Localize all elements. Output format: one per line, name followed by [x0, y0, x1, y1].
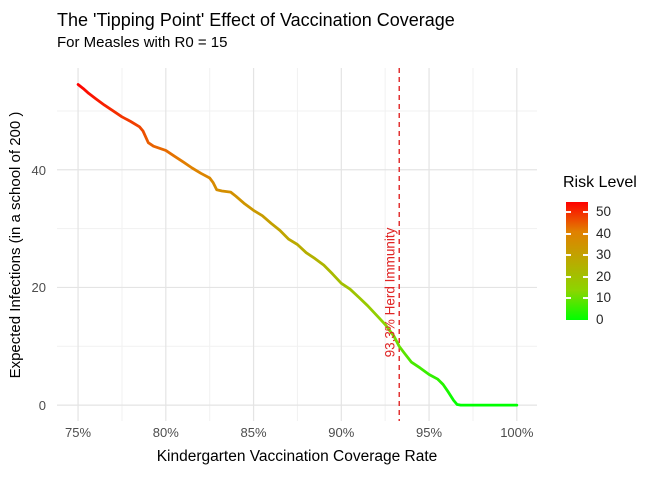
legend-tick-label: 0	[596, 312, 604, 327]
colorbar-tick	[566, 254, 571, 257]
x-tick-label: 80%	[152, 425, 179, 440]
x-tick-label: 90%	[328, 425, 355, 440]
colorbar-tick	[566, 297, 571, 300]
colorbar-tick	[583, 232, 588, 235]
x-tick-label: 75%	[65, 425, 92, 440]
y-tick-label: 20	[31, 280, 46, 296]
colorbar-tick	[566, 210, 571, 213]
herd-immunity-annotation: 93.3% Herd Immunity	[382, 227, 398, 358]
legend-tick-label: 50	[596, 203, 612, 219]
legend-tick-label: 20	[596, 268, 612, 284]
colorbar-tick	[583, 297, 588, 300]
x-tick-label: 85%	[240, 425, 267, 440]
colorbar-tick	[583, 275, 588, 278]
legend-tick-label: 40	[596, 225, 612, 241]
y-tick-label: 0	[38, 398, 46, 414]
x-tick-label: 95%	[416, 425, 443, 440]
infection-curve	[76, 83, 519, 407]
chart-title: The 'Tipping Point' Effect of Vaccinatio…	[57, 10, 455, 30]
legend-tick-label: 30	[596, 247, 612, 263]
colorbar-tick	[566, 232, 571, 235]
y-tick-label: 40	[31, 162, 46, 178]
chart-subtitle: For Measles with R0 = 15	[57, 34, 228, 51]
y-axis-title: Expected Infections (in a school of 200 …	[7, 111, 24, 379]
legend-title: Risk Level	[563, 174, 637, 191]
colorbar-tick	[583, 210, 588, 213]
colorbar-tick	[566, 275, 571, 278]
legend-colorbar	[566, 202, 588, 320]
x-tick-label: 100%	[500, 425, 534, 440]
legend-tick-label: 10	[596, 290, 612, 306]
x-axis-title: Kindergarten Vaccination Coverage Rate	[156, 448, 438, 465]
colorbar-tick	[583, 254, 588, 257]
